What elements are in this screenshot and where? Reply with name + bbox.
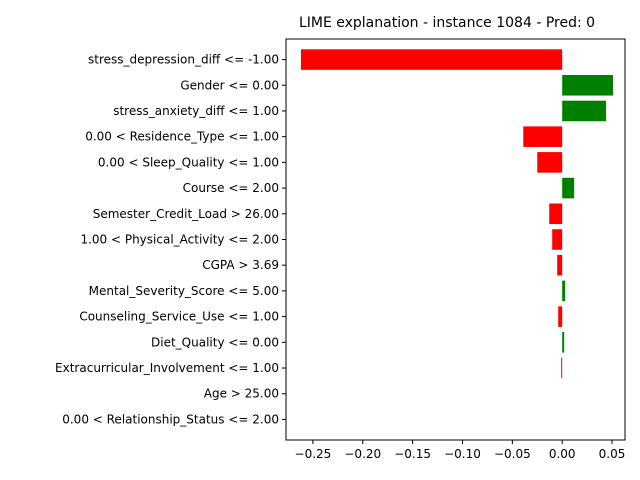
x-tick-label-0: −0.25 [295,447,332,461]
bar-0 [300,49,563,70]
bar-6 [549,203,563,225]
y-tick-label-14: 0.00 < Relationship_Status <= 2.00 [62,412,279,426]
bar-9 [562,280,566,302]
y-tick-label-7: 1.00 < Physical_Activity <= 2.00 [80,233,279,247]
y-tick-label-8: CGPA > 3.69 [202,258,279,272]
chart-title: LIME explanation - instance 1084 - Pred:… [299,15,595,31]
x-axis-ticks: −0.25 −0.20 −0.15 −0.10 −0.05 0.00 0.05 [295,440,626,461]
y-tick-label-4: 0.00 < Sleep_Quality <= 1.00 [98,155,279,169]
bar-8 [557,254,563,276]
x-tick-label-6: 0.05 [599,447,626,461]
bar-10 [558,306,563,327]
plot-frame [285,38,626,441]
y-tick-label-9: Mental_Severity_Score <= 5.00 [89,284,279,298]
y-tick-label-10: Counseling_Service_Use <= 1.00 [79,310,279,324]
y-tick-label-1: Gender <= 0.00 [180,78,279,92]
y-tick-label-3: 0.00 < Residence_Type <= 1.00 [85,130,279,144]
y-tick-label-0: stress_depression_diff <= -1.00 [88,53,279,67]
bar-4 [537,152,563,173]
bar-7 [552,229,563,250]
y-tick-label-13: Age > 25.00 [204,387,279,401]
y-tick-label-2: stress_anxiety_diff <= 1.00 [113,104,279,118]
bar-2 [562,100,607,122]
x-tick-label-3: −0.10 [444,447,481,461]
bar-12 [561,357,563,379]
y-tick-label-5: Course <= 2.00 [183,181,279,195]
bar-11 [562,332,565,353]
x-tick-label-2: −0.15 [394,447,431,461]
bar-5 [562,177,575,199]
y-tick-label-11: Diet_Quality <= 0.00 [151,335,279,349]
x-tick-label-4: −0.05 [494,447,531,461]
y-tick-label-12: Extracurricular_Involvement <= 1.00 [55,361,279,375]
bar-3 [523,126,563,147]
bars-group [300,49,614,379]
bar-1 [562,74,614,96]
y-tick-labels: stress_depression_diff <= -1.00 Gender <=… [55,53,286,426]
y-tick-label-6: Semester_Credit_Load > 26.00 [93,207,279,221]
x-tick-label-5: 0.00 [549,447,576,461]
x-tick-label-1: −0.20 [344,447,381,461]
